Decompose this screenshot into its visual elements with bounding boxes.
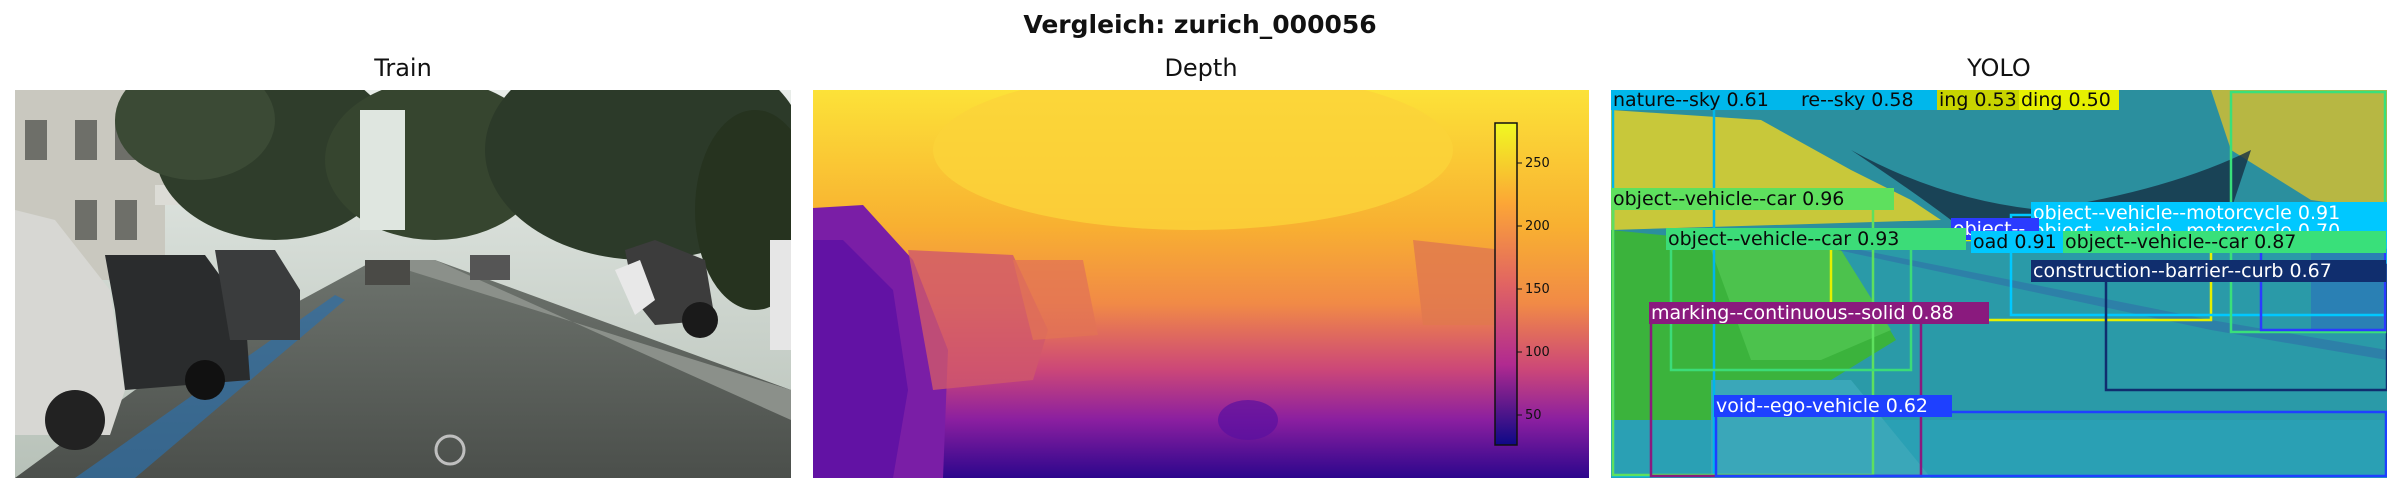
colorbar-tick-label: 50	[1525, 408, 1542, 423]
detection-label: marking--continuous--solid 0.88	[1651, 302, 1954, 324]
panel-title-train: Train	[374, 54, 432, 82]
detection-label: construction--barrier--curb 0.67	[2033, 260, 2332, 282]
train-image	[15, 90, 791, 478]
panel-title-yolo: YOLO	[1967, 54, 2031, 82]
detection-label: object--vehicle--car 0.87	[2065, 231, 2296, 253]
depth-map: 250 200 150 100 50	[813, 90, 1589, 478]
panel-title-depth: Depth	[1164, 54, 1238, 82]
colorbar-tick-label: 250	[1525, 156, 1550, 171]
colorbar-tick-label: 200	[1525, 219, 1550, 234]
detection-label: object--vehicle--car 0.93	[1668, 228, 1899, 250]
detection-label: object--vehicle--car 0.96	[1613, 188, 1844, 210]
yolo-segmentation: nature--sky 0.61 re--sky 0.58 ing 0.53 d…	[1611, 90, 2387, 478]
detection-label: re--sky 0.58	[1801, 90, 1914, 111]
colorbar-tick-label: 150	[1525, 282, 1550, 297]
detection-label: void--ego-vehicle 0.62	[1716, 395, 1928, 417]
colorbar-tick-label: 100	[1525, 345, 1550, 360]
detection-label: object--vehicle--motorcycle 0.91	[2033, 202, 2340, 224]
detection-label: ding 0.50	[2021, 90, 2111, 111]
detection-label: ing 0.53	[1939, 90, 2017, 111]
colorbar-ticks: 250 200 150 100 50	[1517, 156, 1550, 423]
detection-label: oad 0.91	[1973, 231, 2057, 253]
figure-title: Vergleich: zurich_000056	[1023, 10, 1377, 39]
detection-label: nature--sky 0.61	[1613, 90, 1769, 111]
depth-colorbar	[1494, 122, 1518, 446]
